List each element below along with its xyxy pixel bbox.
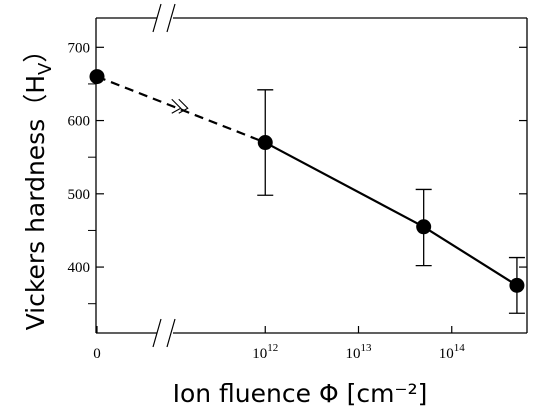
data-marks: [89, 69, 525, 314]
data-point: [509, 277, 525, 293]
extrapolation-line: [96, 75, 266, 144]
x-tick-label: 1012: [252, 342, 278, 362]
y-tick-label: 700: [68, 40, 91, 56]
axis-break-mark-top-2: [166, 3, 176, 33]
data-point: [257, 135, 273, 151]
y-axis-title-main: Vickers hardness（H: [21, 75, 50, 330]
y-tick-label: 600: [68, 114, 91, 130]
y-tick-label: 400: [68, 260, 91, 276]
x-tick-label: 1014: [439, 342, 466, 362]
axis-break-mark-bottom-1: [152, 318, 162, 348]
series-lines: [96, 75, 518, 287]
x-axis-title: Ion fluence Φ [cm⁻²]: [173, 379, 428, 408]
data-point: [89, 69, 105, 85]
x-tick-label: 1013: [346, 342, 373, 362]
ticks: 400 500 600 700 0 1012 1013 1014: [68, 40, 527, 362]
y-tick-label: 500: [68, 187, 91, 203]
y-axis-title-close: ）: [21, 38, 50, 63]
data-point: [416, 219, 432, 235]
axis-break-mark-top-1: [152, 3, 162, 33]
direction-chevron-1: [171, 98, 182, 114]
y-axis-title-sub: V: [35, 62, 56, 75]
trend-line: [264, 141, 518, 287]
direction-chevron-2: [178, 98, 189, 114]
axis-break-mark-bottom-2: [166, 318, 176, 348]
x-tick-label: 0: [93, 346, 101, 362]
y-axis-title: Vickers hardness（HV）: [21, 38, 56, 331]
axes: [95, 3, 528, 348]
